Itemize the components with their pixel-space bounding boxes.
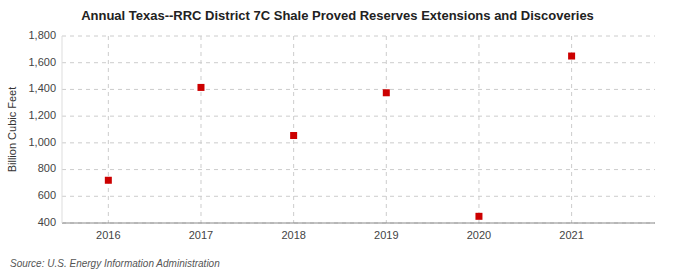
y-grid-line — [62, 62, 655, 63]
y-tick-label: 1,000 — [28, 136, 56, 148]
chart: 400 600 800 1,000 1,200 1,400 1,600 1,800 2016 20… — [0, 0, 675, 275]
y-tick-label: 1,800 — [28, 29, 56, 41]
x-tick-label: 2021 — [559, 229, 583, 241]
y-grid-line — [62, 36, 655, 37]
y-grid-line — [62, 223, 655, 224]
x-tick-label: 2020 — [467, 229, 491, 241]
x-grid-line — [293, 36, 294, 223]
title: Annual Texas--RRC District 7C Shale Prov… — [81, 8, 594, 23]
y-tick-label: 600 — [38, 189, 56, 201]
point — [568, 53, 575, 60]
y-tick-label: 1,200 — [28, 109, 56, 121]
x-grid-line — [571, 36, 572, 223]
point — [383, 89, 390, 96]
points — [105, 53, 575, 220]
point — [105, 177, 112, 184]
point — [475, 213, 482, 220]
point — [290, 132, 297, 139]
y-tick-label: 400 — [38, 216, 56, 228]
y-tick-label: 800 — [38, 162, 56, 174]
x-grid-line — [386, 36, 387, 223]
x-grid-line — [108, 36, 109, 223]
y-axis-line — [62, 36, 63, 223]
x-tick-label: 2019 — [374, 229, 398, 241]
y-grid-line — [62, 142, 655, 143]
axes: 400 600 800 1,000 1,200 1,400 1,600 1,800 2016 20… — [28, 29, 655, 241]
source: Source: U.S. Energy Information Administ… — [10, 258, 220, 269]
y-grid-line — [62, 116, 655, 117]
y-grid-line — [62, 89, 655, 90]
x-axis-line — [62, 223, 655, 224]
y-grid-line — [62, 196, 655, 197]
x-tick-label: 2018 — [281, 229, 305, 241]
x-tick-label: 2016 — [96, 229, 120, 241]
x-grid-line — [200, 36, 201, 223]
y-grid-line — [62, 169, 655, 170]
y-tick-label: 1,600 — [28, 56, 56, 68]
grid — [62, 36, 655, 223]
x-tick-label: 2017 — [189, 229, 213, 241]
y-axis-label: Billion Cubic Feet — [6, 87, 18, 173]
y-tick-label: 1,400 — [28, 82, 56, 94]
point — [197, 84, 204, 91]
x-grid-line — [478, 36, 479, 223]
